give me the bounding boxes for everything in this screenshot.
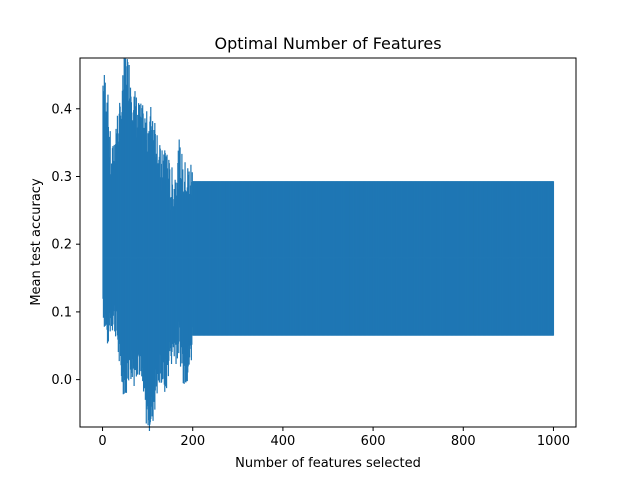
x-tick-label: 600 — [361, 434, 386, 449]
chart-title: Optimal Number of Features — [214, 34, 441, 53]
x-tick-label: 800 — [451, 434, 476, 449]
x-axis: 0 200 400 600 800 1000 — [98, 427, 570, 449]
x-tick-label: 0 — [98, 434, 106, 449]
y-tick-label: 0.4 — [51, 102, 72, 117]
y-tick-label: 0.2 — [51, 238, 72, 253]
y-tick-label: 0.1 — [51, 305, 72, 320]
y-axis: 0.0 0.1 0.2 0.3 0.4 — [51, 102, 80, 388]
plot-area — [102, 58, 555, 431]
axes-frame — [79, 57, 577, 428]
x-tick-label: 200 — [180, 434, 205, 449]
x-tick-label: 400 — [270, 434, 295, 449]
y-axis-title: Mean test accuracy — [29, 178, 44, 306]
x-tick-label: 1000 — [537, 434, 570, 449]
y-tick-label: 0.0 — [51, 373, 72, 388]
x-axis-title: Number of features selected — [235, 456, 421, 471]
y-tick-label: 0.3 — [51, 170, 72, 185]
